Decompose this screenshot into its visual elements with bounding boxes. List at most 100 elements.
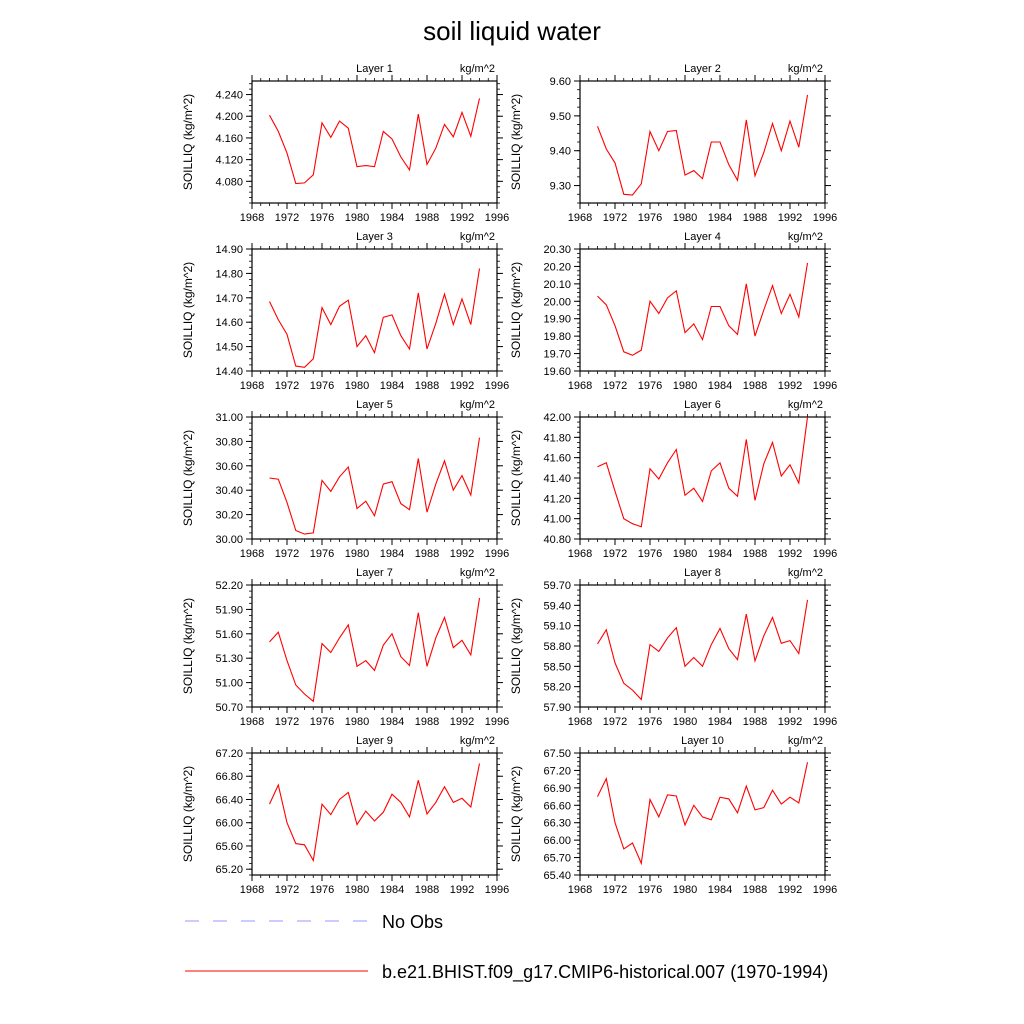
units-label: kg/m^2: [788, 63, 823, 75]
x-tick-label: 1980: [345, 716, 369, 728]
panel-title: Layer 7: [356, 567, 393, 579]
plot-frame: [579, 752, 826, 876]
y-tick-label: 4.120: [215, 155, 243, 167]
y-tick-label: 67.50: [543, 748, 571, 760]
x-tick-label: 1988: [415, 380, 439, 392]
series-line-model: [596, 94, 809, 196]
y-tick-label: 41.60: [543, 453, 571, 465]
series-line-model: [269, 437, 481, 535]
plot-frame: [251, 584, 498, 708]
panel-layer-6: 1968 1972 1976 1980 1984 1988 1992 1996 40.80 41.…: [509, 399, 837, 560]
x-tick-label: 1996: [813, 716, 837, 728]
x-tick-label: 1988: [743, 548, 767, 560]
y-axis-label: SOILLIQ (kg/m^2): [509, 766, 523, 862]
y-tick-label: 30.00: [215, 534, 243, 546]
x-tick-label: 1976: [638, 380, 662, 392]
series-line-model: [269, 98, 481, 185]
x-tick-label: 1992: [778, 548, 802, 560]
series-line-model: [597, 262, 809, 356]
y-tick-label: 51.60: [215, 629, 243, 641]
x-tick-label: 1996: [813, 380, 837, 392]
y-tick-label: 41.80: [543, 432, 571, 444]
x-tick-label: 1976: [310, 716, 334, 728]
units-label: kg/m^2: [460, 735, 495, 747]
y-tick-label: 51.30: [215, 653, 243, 665]
y-tick-label: 41.00: [543, 514, 571, 526]
y-tick-label: 66.00: [543, 835, 571, 847]
y-tick-label: 65.70: [543, 853, 571, 865]
panel-title: Layer 8: [684, 567, 721, 579]
plot-frame: [251, 80, 498, 204]
x-tick-label: 1984: [380, 884, 404, 896]
y-tick-label: 59.70: [543, 580, 571, 592]
x-tick-label: 1992: [450, 212, 474, 224]
x-tick-label: 1992: [778, 716, 802, 728]
panel-title: Layer 9: [356, 735, 393, 747]
y-tick-label: 9.60: [550, 76, 571, 88]
x-tick-label: 1980: [673, 380, 697, 392]
x-tick-label: 1980: [673, 548, 697, 560]
x-tick-label: 1984: [380, 548, 404, 560]
x-tick-label: 1992: [778, 884, 802, 896]
x-tick-label: 1984: [708, 380, 732, 392]
y-tick-label: 4.080: [215, 176, 243, 188]
x-tick-label: 1984: [708, 548, 732, 560]
y-tick-label: 19.60: [543, 366, 571, 378]
y-tick-label: 14.90: [215, 244, 243, 256]
x-tick-label: 1992: [450, 380, 474, 392]
y-tick-label: 20.20: [543, 261, 571, 273]
x-tick-label: 1988: [743, 716, 767, 728]
panel-layer-2: 1968 1972 1976 1980 1984 1988 1992 1996 9.30 9.40…: [509, 63, 837, 224]
x-tick-label: 1968: [568, 548, 592, 560]
y-tick-label: 66.80: [215, 771, 243, 783]
plot-frame: [579, 248, 826, 372]
x-tick-label: 1980: [345, 884, 369, 896]
chart-title: soil liquid water: [423, 16, 601, 46]
units-label: kg/m^2: [460, 399, 495, 411]
x-tick-label: 1972: [603, 212, 627, 224]
panel-layer-8: 1968 1972 1976 1980 1984 1988 1992 1996 57.90 58.…: [509, 567, 837, 728]
y-tick-label: 66.40: [215, 794, 243, 806]
y-tick-label: 65.20: [215, 864, 243, 876]
x-tick-label: 1996: [813, 884, 837, 896]
y-tick-label: 41.40: [543, 473, 571, 485]
panel-title: Layer 5: [356, 399, 393, 411]
x-tick-label: 1976: [310, 884, 334, 896]
x-tick-label: 1968: [240, 716, 264, 728]
y-tick-label: 31.00: [215, 412, 243, 424]
y-tick-label: 52.20: [215, 580, 243, 592]
panels: 1968 1972 1976 1980 1984 1988 1992 1996 4.080 4.1…: [181, 63, 837, 896]
x-tick-label: 1988: [415, 716, 439, 728]
y-tick-label: 30.20: [215, 510, 243, 522]
y-tick-label: 30.80: [215, 436, 243, 448]
x-tick-label: 1980: [345, 548, 369, 560]
y-tick-label: 51.90: [215, 604, 243, 616]
x-tick-label: 1996: [485, 380, 509, 392]
panel-layer-9: 1968 1972 1976 1980 1984 1988 1992 1996 65.20 65.…: [181, 735, 509, 896]
x-tick-label: 1992: [778, 212, 802, 224]
y-axis-label: SOILLIQ (kg/m^2): [509, 598, 523, 694]
y-axis-label: SOILLIQ (kg/m^2): [509, 262, 523, 358]
series-line-model: [597, 416, 809, 528]
panel-title: Layer 2: [684, 63, 721, 75]
y-tick-label: 66.60: [543, 800, 571, 812]
x-tick-label: 1980: [673, 884, 697, 896]
y-tick-label: 9.30: [550, 181, 571, 193]
y-tick-label: 20.30: [543, 244, 571, 256]
y-axis-label: SOILLIQ (kg/m^2): [181, 766, 195, 862]
plot-frame: [579, 416, 826, 540]
x-tick-label: 1968: [568, 212, 592, 224]
y-tick-label: 14.40: [215, 366, 243, 378]
panel-title: Layer 6: [684, 399, 721, 411]
panel-title: Layer 10: [681, 735, 724, 747]
y-axis-label: SOILLIQ (kg/m^2): [181, 262, 195, 358]
x-tick-label: 1972: [603, 380, 627, 392]
panel-layer-10: 1968 1972 1976 1980 1984 1988 1992 1996 65.40 65.…: [509, 735, 837, 896]
plot-frame: [251, 752, 498, 876]
x-tick-label: 1984: [708, 884, 732, 896]
y-tick-label: 58.80: [543, 641, 571, 653]
x-tick-label: 1968: [240, 380, 264, 392]
x-tick-label: 1980: [345, 212, 369, 224]
y-tick-label: 19.70: [543, 349, 571, 361]
